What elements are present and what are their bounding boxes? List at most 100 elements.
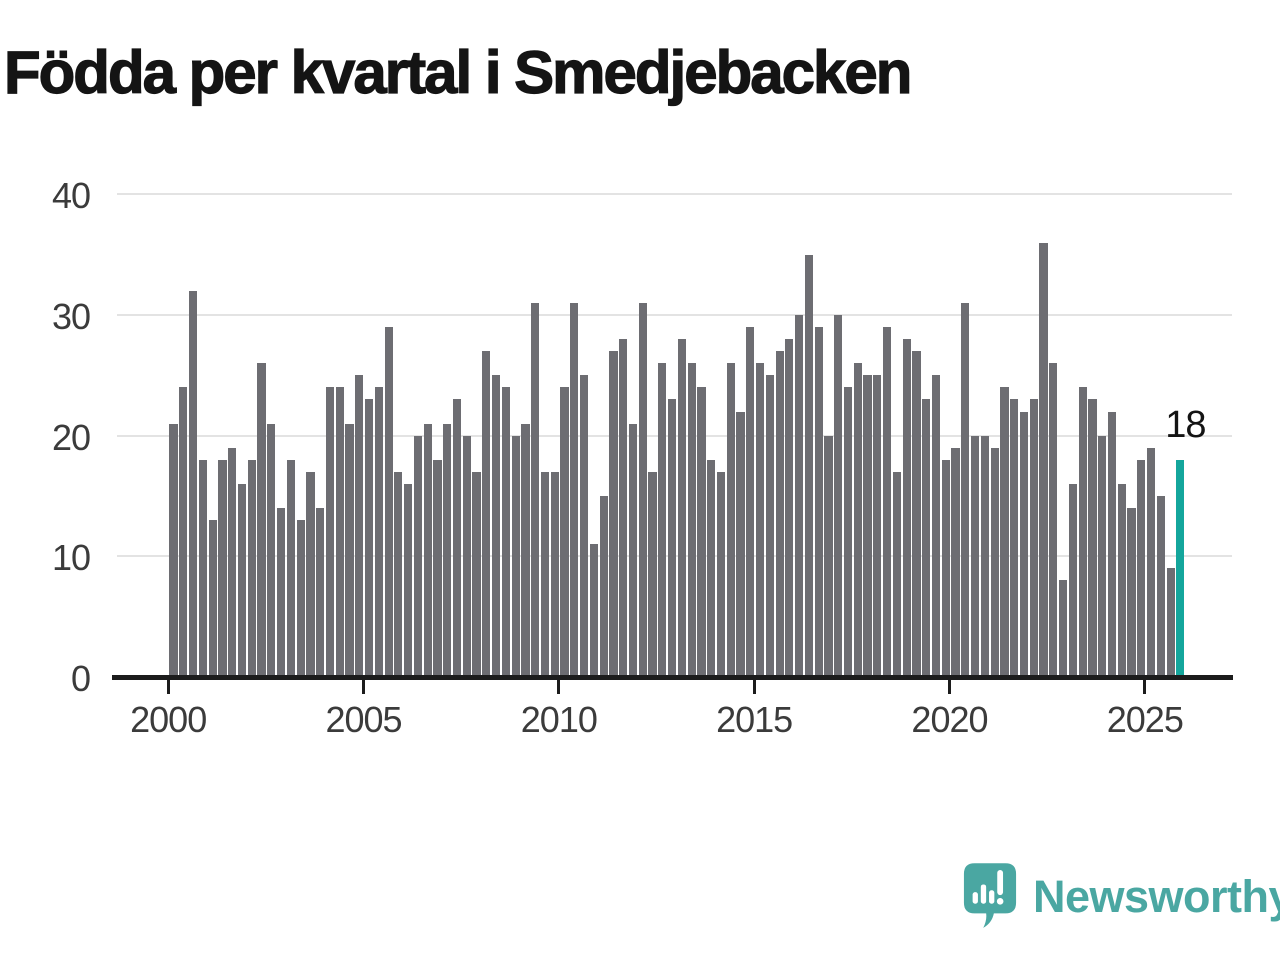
bar [325, 387, 335, 677]
bar [482, 351, 491, 677]
bar [345, 423, 354, 677]
chart-title: Födda per kvartal i Smedjebacken [3, 38, 913, 106]
bar [423, 423, 432, 677]
x-tick-label: 2020 [911, 699, 988, 740]
bar [755, 363, 765, 677]
x-tick-label: 2025 [1106, 699, 1184, 740]
bar [531, 302, 540, 677]
bar [883, 327, 892, 677]
bar [276, 508, 286, 677]
x-tick-mark [1143, 680, 1147, 694]
logo-exclamation-bar [997, 869, 1004, 896]
bar [501, 387, 511, 677]
bar [726, 363, 735, 677]
bar [492, 375, 501, 678]
bar [843, 387, 853, 677]
bar [736, 411, 745, 677]
bar [394, 471, 403, 677]
bar [384, 327, 393, 677]
bar-highlighted [1176, 459, 1185, 677]
bar [452, 399, 462, 677]
x-axis-line [112, 675, 1233, 680]
x-tick-label: 2000 [130, 699, 207, 740]
bar [257, 363, 266, 677]
bar [218, 459, 227, 677]
bar [1107, 411, 1117, 677]
bar [404, 483, 413, 677]
bar [433, 459, 442, 677]
bar [795, 314, 804, 677]
bar [775, 351, 784, 677]
bar [628, 423, 638, 677]
bar [961, 302, 970, 677]
bar [580, 375, 589, 678]
bar [892, 471, 902, 677]
bar [247, 459, 256, 677]
bar [521, 423, 530, 677]
bar [1117, 483, 1126, 677]
logo-bar-medium [989, 890, 995, 904]
bar [208, 520, 217, 677]
bar [599, 495, 608, 677]
x-tick-label: 2015 [716, 699, 793, 740]
y-tick-label: 10 [51, 537, 91, 579]
x-tick-mark [947, 680, 951, 694]
bar [824, 435, 833, 677]
bar [1078, 387, 1087, 677]
bar [814, 327, 823, 677]
x-tick-mark [557, 680, 561, 694]
bar [834, 314, 843, 677]
bar [1019, 411, 1029, 677]
bar [765, 375, 774, 678]
bar [638, 302, 647, 677]
bar [570, 302, 579, 677]
bar [853, 363, 862, 677]
bar [335, 387, 344, 677]
bar [550, 471, 559, 677]
bar [413, 435, 423, 677]
newsworthy-wordmark: Newsworthy [1033, 871, 1280, 922]
bar [902, 339, 911, 677]
bar [237, 483, 247, 677]
bar [443, 423, 452, 677]
bar [1000, 387, 1009, 677]
highlight-value-label: 18 [1165, 403, 1206, 446]
bar [316, 508, 325, 677]
newsworthy-logo-icon [963, 863, 1017, 928]
bar [990, 447, 999, 677]
bar [804, 254, 814, 677]
bar [462, 435, 471, 677]
bar [931, 375, 941, 678]
bar [179, 387, 188, 677]
bar [560, 387, 569, 677]
y-tick-label: 30 [51, 295, 91, 337]
bar [364, 399, 374, 677]
bar [1156, 495, 1165, 677]
bar [1088, 399, 1097, 677]
x-tick-label: 2005 [325, 699, 402, 740]
bar [1137, 459, 1146, 677]
bar [1098, 435, 1107, 677]
y-tick-label: 20 [51, 416, 91, 458]
bar [472, 471, 481, 677]
bar [667, 399, 677, 677]
bar [189, 290, 198, 677]
bar [198, 459, 207, 677]
bar [1058, 580, 1068, 677]
bar [609, 351, 618, 677]
bar [355, 375, 364, 678]
bar [677, 339, 686, 677]
bar [971, 435, 980, 677]
bar [374, 387, 383, 677]
y-tick-label: 0 [70, 658, 91, 699]
bar [589, 544, 598, 677]
bar [687, 363, 696, 677]
bar [169, 423, 178, 677]
bar [746, 327, 755, 677]
bar [697, 387, 706, 677]
x-tick-mark [752, 680, 756, 694]
bar [707, 459, 716, 677]
bar [1029, 399, 1038, 677]
bar [922, 399, 931, 677]
